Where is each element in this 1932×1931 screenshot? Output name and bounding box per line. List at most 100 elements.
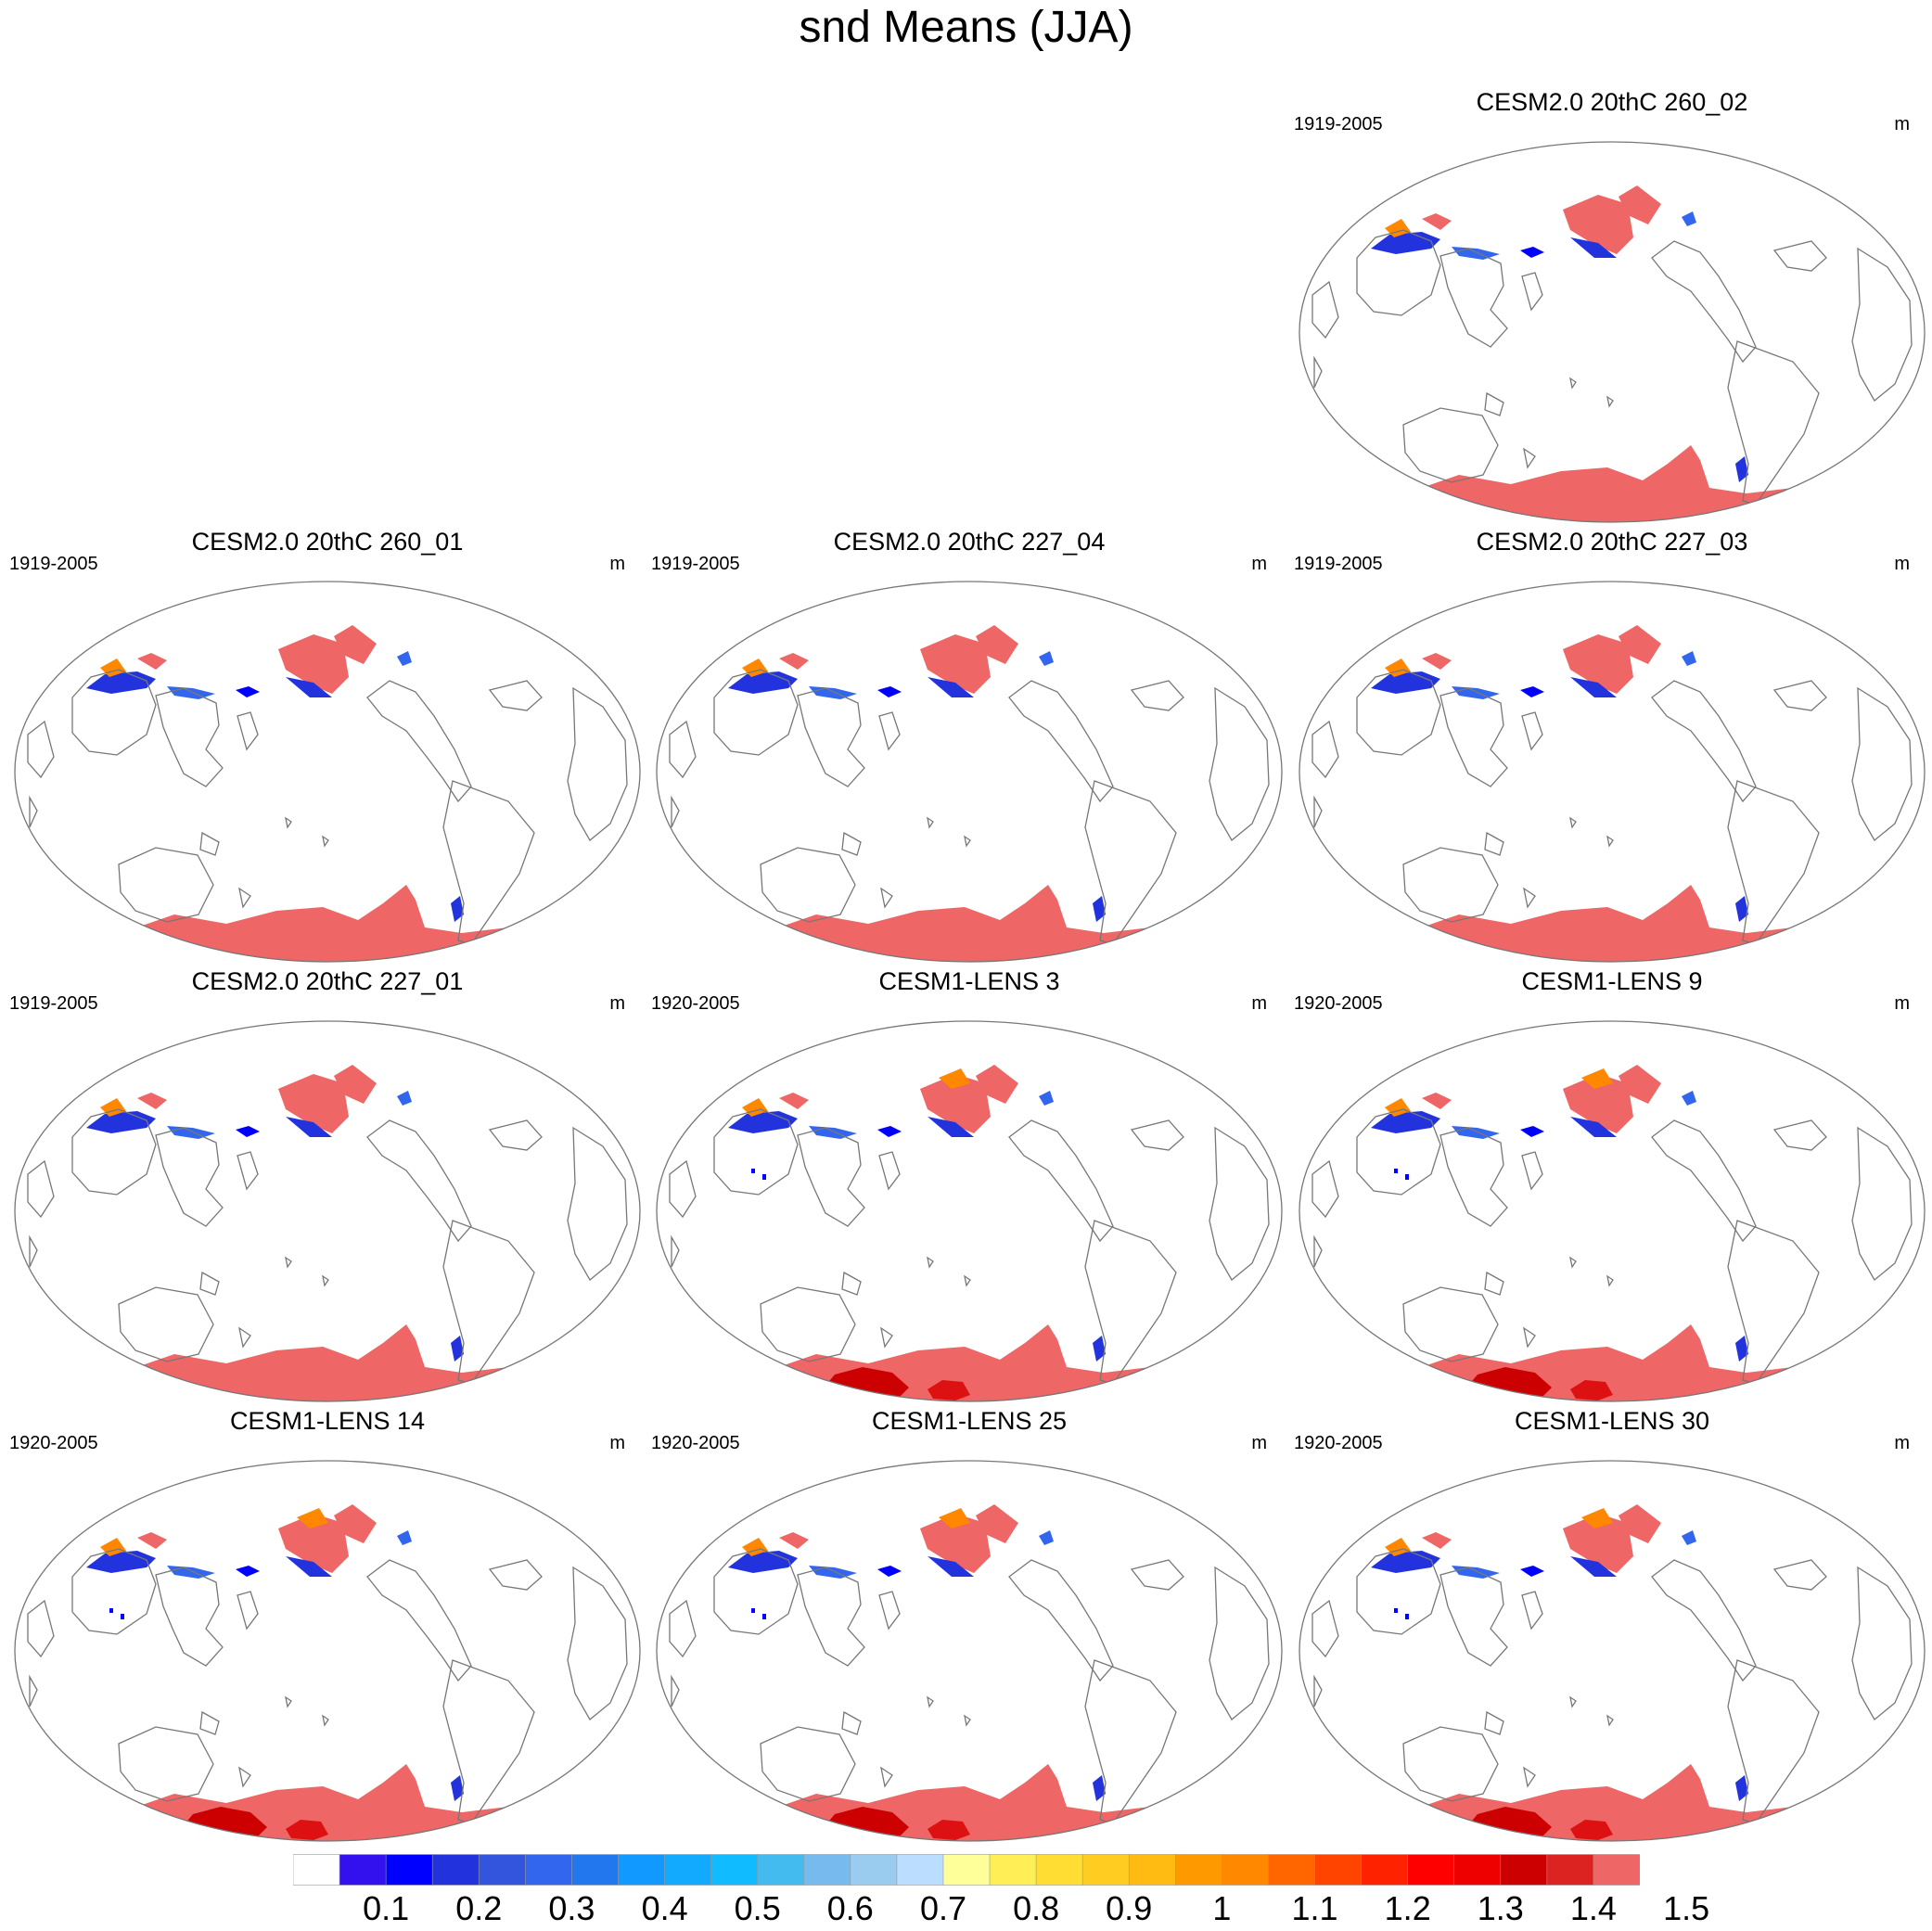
- snow-depth-region: [286, 677, 332, 697]
- colorbar-swatch: [1268, 1854, 1316, 1886]
- coastline: [841, 1271, 862, 1296]
- coastline: [1484, 1710, 1504, 1735]
- snow-depth-region: [286, 1820, 328, 1840]
- snow-depth-region: [167, 1566, 215, 1579]
- coastline: [1523, 1326, 1536, 1349]
- coastline: [237, 1591, 259, 1630]
- snow-depth-region: [920, 1074, 991, 1133]
- coastline: [1008, 1119, 1114, 1243]
- snow-depth-region: [126, 1324, 607, 1401]
- snow-depth-region: [1405, 1614, 1409, 1619]
- coastline: [1569, 816, 1577, 829]
- coastline: [155, 1127, 224, 1227]
- coastline: [713, 1108, 799, 1196]
- coastline: [713, 1548, 799, 1635]
- snow-depth-region: [1735, 896, 1748, 922]
- colorbar-tick-label: 0.4: [641, 1889, 688, 1927]
- coastline: [1439, 1567, 1508, 1667]
- coastline: [1311, 280, 1339, 339]
- coastline: [1521, 272, 1543, 312]
- coastline: [878, 711, 901, 751]
- map-panel: CESM2.0 20thC 227_03 1919-2005 m: [1292, 525, 1932, 963]
- coastline: [1772, 1559, 1827, 1591]
- colorbar-swatch: [1546, 1854, 1594, 1886]
- colorbar-swatch: [1128, 1854, 1177, 1886]
- panel-title: CESM1-LENS 9: [1521, 967, 1703, 995]
- panel-title: CESM1-LENS 14: [229, 1407, 426, 1435]
- snow-depth-region: [1371, 1111, 1440, 1133]
- snow-depth-region: [1093, 1775, 1106, 1801]
- panel-period: 1920-2005: [9, 1433, 98, 1453]
- snow-depth-region: [1735, 456, 1748, 482]
- map-projection: [14, 581, 641, 963]
- snow-depth-region: [278, 1074, 349, 1133]
- snow-depth-region: [1563, 1074, 1633, 1133]
- coastline: [1606, 1714, 1614, 1727]
- snow-depth-region: [728, 1551, 798, 1573]
- colorbar-swatch: [339, 1854, 387, 1886]
- colorbar-swatch: [1453, 1854, 1502, 1886]
- coastline: [1851, 686, 1913, 841]
- snow-depth-region: [877, 1126, 902, 1137]
- snow-depth-region: [334, 1065, 377, 1104]
- coastline: [1569, 377, 1577, 390]
- map-border: [14, 1460, 641, 1842]
- coastline: [118, 847, 214, 923]
- coastline: [285, 816, 292, 829]
- coastline: [1569, 1256, 1577, 1269]
- snow-depth-region: [1563, 1514, 1633, 1573]
- map-border: [656, 581, 1283, 963]
- panel-title: CESM2.0 20thC 260_01: [191, 528, 464, 556]
- colorbar-swatch: [1175, 1854, 1223, 1886]
- snow-depth-region: [1520, 686, 1544, 697]
- coastline: [199, 1271, 220, 1296]
- snow-depth-region: [920, 1514, 991, 1573]
- snow-depth-region: [1619, 1504, 1661, 1543]
- panel-unit: m: [609, 554, 625, 574]
- coastline: [1523, 887, 1536, 909]
- coastline: [285, 1256, 292, 1269]
- panel-unit: m: [1894, 114, 1910, 134]
- snow-depth-region: [109, 1608, 113, 1613]
- snow-depth-region: [137, 1532, 167, 1549]
- panel-title: CESM1-LENS 3: [878, 967, 1060, 995]
- panel-period: 1919-2005: [9, 554, 98, 574]
- coastline: [964, 835, 971, 848]
- coastline: [880, 887, 893, 909]
- coastline: [797, 687, 865, 787]
- coastline: [1311, 720, 1339, 779]
- coastline: [1606, 835, 1614, 848]
- coastline: [1606, 1274, 1614, 1287]
- snow-depth-region: [1570, 1820, 1613, 1840]
- colorbar-swatch: [942, 1854, 991, 1886]
- snow-depth-region: [1452, 1126, 1500, 1139]
- panel-period: 1920-2005: [1294, 993, 1383, 1014]
- coastline: [366, 680, 472, 803]
- coastline: [1569, 1695, 1577, 1708]
- panel-title: CESM2.0 20thC 260_02: [1476, 88, 1748, 116]
- coastline: [285, 1695, 292, 1708]
- colorbar-tick-label: 1.2: [1384, 1889, 1431, 1927]
- snow-depth-region: [1422, 1532, 1452, 1549]
- colorbar-swatch: [431, 1854, 480, 1886]
- snow-depth-region: [1371, 232, 1440, 254]
- coastline: [671, 795, 680, 828]
- map-projection: [1299, 1460, 1926, 1842]
- snow-depth-region: [1394, 1608, 1398, 1613]
- snow-depth-region: [278, 634, 349, 694]
- snow-depth-region: [877, 1566, 902, 1577]
- snow-depth-region: [1093, 1336, 1106, 1362]
- snow-depth-region: [236, 1126, 260, 1137]
- coastline: [1851, 247, 1913, 402]
- snow-depth-region: [751, 1169, 755, 1173]
- colorbar-tick-label: 0.2: [455, 1889, 503, 1927]
- coastline: [669, 1159, 697, 1219]
- snow-depth-region: [1735, 1775, 1748, 1801]
- colorbar-swatch: [478, 1854, 527, 1886]
- coastline: [155, 1567, 224, 1667]
- coastline: [199, 1710, 220, 1735]
- coastline: [1523, 447, 1536, 469]
- snow-depth-region: [768, 885, 1248, 962]
- panel-title: CESM2.0 20thC 227_01: [191, 967, 464, 995]
- snow-depth-region: [1570, 1117, 1617, 1137]
